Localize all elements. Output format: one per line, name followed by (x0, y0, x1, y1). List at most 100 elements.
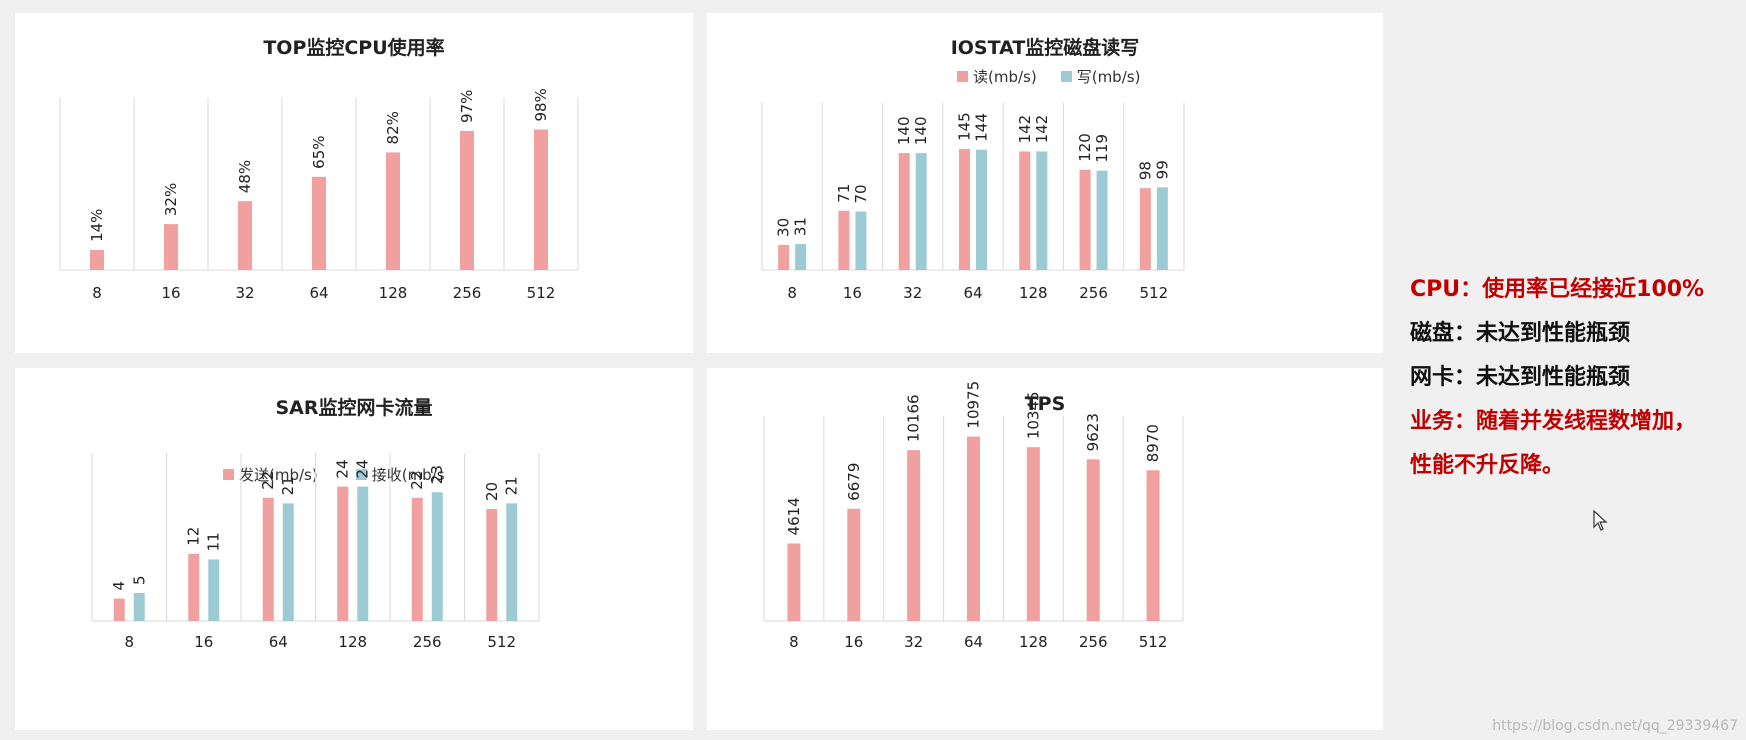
chart-plot: 14% 8 32% 16 48% 32 65% 64 82% 128 97% 256 98% 512 (59, 88, 579, 302)
mouse-cursor-icon (1593, 510, 1608, 531)
x-tick-label: 128 (379, 284, 408, 302)
bar (1086, 459, 1100, 621)
data-label: 71 (835, 184, 853, 203)
data-label: 14% (88, 209, 106, 242)
note-disk: 磁盘：未达到性能瓶颈 (1410, 321, 1631, 346)
x-tick-label: 256 (413, 633, 442, 651)
bar (778, 244, 790, 270)
data-label: 9623 (1084, 413, 1102, 451)
data-label: 10345 (1024, 391, 1042, 439)
x-tick-label: 32 (235, 284, 254, 302)
data-label: 142 (1033, 115, 1051, 144)
summary-notes: CPU：使用率已经接近100% 磁盘：未达到性能瓶颈 网卡：未达到性能瓶颈 业务… (1410, 268, 1740, 488)
data-label: 65% (310, 135, 328, 168)
data-label: 98 (1136, 161, 1154, 180)
bar (357, 486, 369, 621)
data-label: 70 (852, 184, 870, 203)
bar (506, 503, 518, 621)
x-tick-label: 16 (844, 633, 863, 651)
bar (337, 486, 349, 621)
x-tick-label: 512 (527, 284, 556, 302)
data-label: 145 (956, 112, 974, 141)
x-tick-label: 512 (1139, 633, 1168, 651)
data-label: 4 (110, 581, 128, 591)
x-tick-label: 128 (338, 633, 367, 651)
bar (1019, 151, 1031, 270)
bar (282, 503, 294, 621)
note-business-cont: 性能不升反降。 (1410, 453, 1565, 478)
data-label: 140 (895, 116, 913, 145)
legend-item: 读(mb/s) (957, 66, 1037, 87)
data-label: 30 (775, 218, 793, 237)
data-label: 11 (205, 532, 223, 551)
x-tick-label: 64 (269, 633, 288, 651)
chart-title: TPS (1024, 393, 1066, 415)
legend-swatch (355, 469, 367, 480)
data-label: 22 (259, 471, 277, 490)
data-label: 32% (162, 183, 180, 216)
data-label: 21 (503, 476, 521, 495)
bar (847, 508, 861, 621)
legend-item: 发送(mb/s) (223, 464, 318, 485)
bar (262, 497, 274, 621)
x-tick-label: 512 (1140, 284, 1169, 302)
x-tick-label: 8 (124, 633, 134, 651)
note-business: 业务：随着并发线程数增加， (1410, 409, 1697, 434)
x-tick-label: 128 (1019, 633, 1048, 651)
note-nic: 网卡：未达到性能瓶颈 (1410, 365, 1631, 390)
x-tick-label: 64 (963, 284, 982, 302)
data-label: 82% (384, 111, 402, 144)
chart-title: TOP监控CPU使用率 (263, 37, 445, 59)
bar (787, 543, 801, 621)
bar (915, 153, 927, 270)
chart-panel-sar: SAR监控网卡流量 发送(mb/s) 接收(mb/s 4 5 8 12 11 16 22 21… (15, 368, 693, 730)
data-label: 97% (458, 90, 476, 123)
bar (1146, 470, 1160, 621)
chart-panel-tps: TPS 4614 8 6679 16 10166 32 10975 64 10345 128 962… (707, 368, 1383, 730)
x-tick-label: 32 (904, 633, 923, 651)
data-label: 24 (334, 460, 352, 479)
legend-swatch (957, 71, 968, 82)
data-label: 22 (408, 471, 426, 490)
bar (855, 211, 867, 270)
chart-panel-cpu: TOP监控CPU使用率 14% 8 32% 16 48% 32 65% 64 82% 128 97%… (15, 13, 693, 353)
data-label: 10166 (905, 394, 923, 442)
bar (113, 598, 125, 621)
x-tick-label: 16 (161, 284, 180, 302)
x-tick-label: 16 (194, 633, 213, 651)
data-label: 20 (483, 482, 501, 501)
data-label: 142 (1016, 115, 1034, 144)
data-label: 144 (973, 113, 991, 142)
bar (411, 497, 423, 621)
bar (907, 450, 921, 621)
bar (312, 176, 326, 270)
legend-swatch (223, 469, 234, 480)
x-tick-label: 32 (903, 284, 922, 302)
bar (1139, 188, 1151, 270)
bar (238, 201, 252, 270)
chart-title: SAR监控网卡流量 (275, 397, 433, 419)
bar (164, 224, 178, 270)
bar (959, 148, 970, 270)
bar (534, 129, 548, 270)
note-cpu: CPU：使用率已经接近100% (1410, 277, 1705, 302)
bar (460, 130, 474, 270)
x-tick-label: 256 (453, 284, 482, 302)
bar (1096, 170, 1108, 270)
x-tick-label: 512 (487, 633, 516, 651)
bar (486, 509, 498, 621)
bar (208, 559, 220, 621)
x-tick-label: 64 (309, 284, 328, 302)
data-label: 98% (532, 88, 550, 121)
x-tick-label: 256 (1079, 633, 1108, 651)
bar (838, 210, 850, 270)
x-tick-label: 8 (789, 633, 799, 651)
legend-label: 写(mb/s) (1076, 68, 1141, 86)
data-label: 48% (236, 160, 254, 193)
watermark: https://blog.csdn.net/qq_29339467 (1492, 718, 1738, 734)
bar (976, 149, 987, 270)
data-label: 31 (792, 217, 810, 236)
data-label: 23 (428, 465, 446, 484)
bar (431, 492, 443, 621)
